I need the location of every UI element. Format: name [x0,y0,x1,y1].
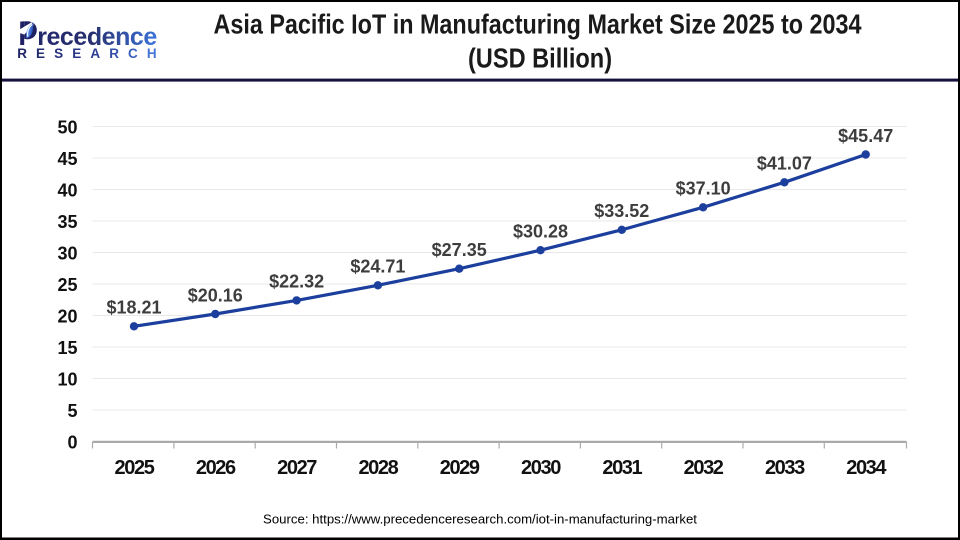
svg-text:(USD Billion): (USD Billion) [468,44,612,74]
svg-text:0: 0 [67,433,77,453]
svg-text:25: 25 [57,275,77,295]
svg-text:$18.21: $18.21 [106,298,161,318]
svg-text:$45.47: $45.47 [838,126,893,146]
svg-text:35: 35 [57,212,77,232]
svg-text:50: 50 [57,118,77,138]
svg-text:2026: 2026 [196,457,236,479]
svg-text:RESEARCH: RESEARCH [17,46,166,61]
svg-text:20: 20 [57,307,77,327]
svg-text:Source: https://www.precedence: Source: https://www.precedenceresearch.c… [263,512,697,527]
svg-text:$41.07: $41.07 [757,154,812,174]
svg-text:2028: 2028 [358,457,398,479]
svg-text:5: 5 [67,401,77,421]
svg-text:2025: 2025 [115,457,155,479]
svg-text:15: 15 [57,338,77,358]
svg-text:$24.71: $24.71 [350,257,405,277]
svg-text:40: 40 [57,181,77,201]
svg-text:2033: 2033 [765,457,805,479]
svg-text:$37.10: $37.10 [676,179,731,199]
svg-text:$33.52: $33.52 [594,201,649,221]
svg-text:$27.35: $27.35 [432,240,487,260]
svg-text:$22.32: $22.32 [269,272,324,292]
svg-text:2027: 2027 [277,457,317,479]
svg-text:2034: 2034 [846,457,887,479]
svg-text:$30.28: $30.28 [513,222,568,242]
svg-text:45: 45 [57,149,77,169]
svg-text:2029: 2029 [440,457,480,479]
svg-text:30: 30 [57,244,77,264]
svg-text:2031: 2031 [602,457,642,479]
svg-text:recedence: recedence [37,23,157,51]
svg-text:2032: 2032 [684,457,724,479]
svg-text:2030: 2030 [521,457,561,479]
svg-text:Asia Pacific IoT in Manufactur: Asia Pacific IoT in Manufacturing Market… [213,9,862,39]
svg-text:10: 10 [57,370,77,390]
svg-text:$20.16: $20.16 [188,285,243,305]
